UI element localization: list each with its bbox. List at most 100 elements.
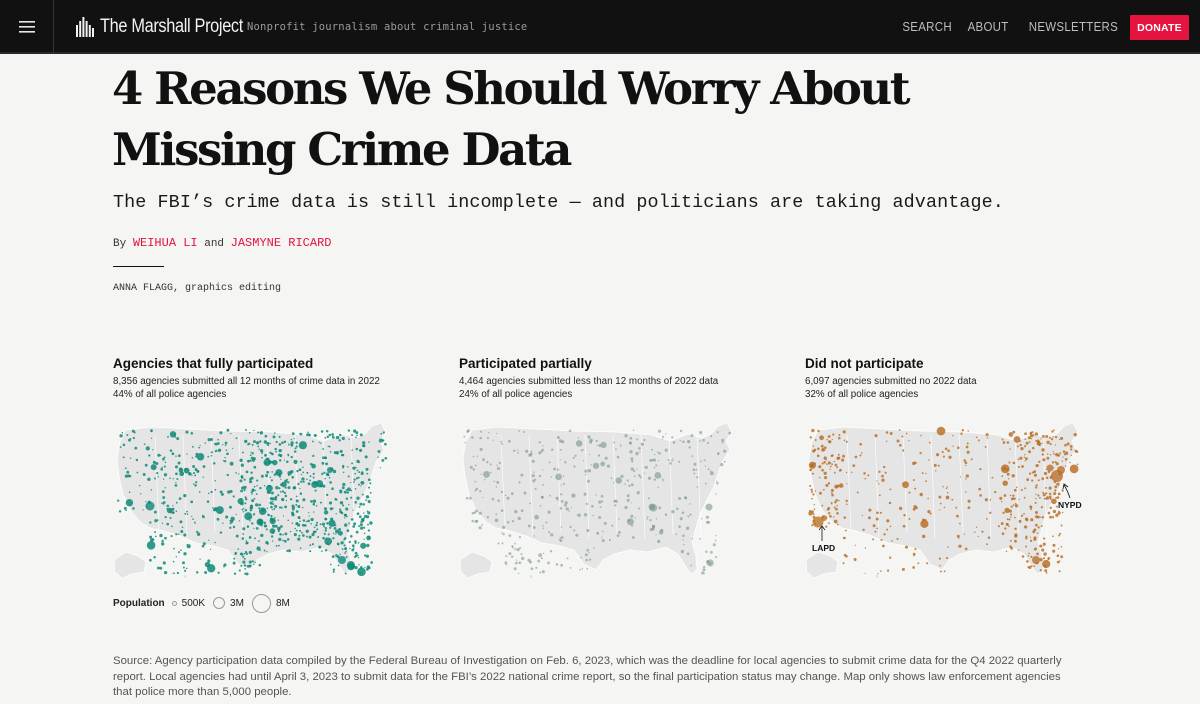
nav-link-search[interactable]: SEARCH (902, 20, 953, 34)
agency-dot (540, 495, 544, 499)
agency-dot (190, 432, 194, 435)
agency-dot (281, 481, 287, 488)
agency-dot (241, 451, 244, 454)
agency-dot (813, 508, 816, 510)
agency-dot (967, 430, 969, 432)
agency-dot (323, 510, 329, 515)
agency-dot (365, 554, 370, 558)
agency-dot (657, 539, 661, 544)
agency-dot (480, 473, 482, 475)
agency-dot (1051, 461, 1055, 464)
agency-dot (1073, 433, 1077, 437)
nypd-callout-arrow (1062, 483, 1069, 490)
site-logo[interactable]: The Marshall Project (76, 15, 266, 39)
agency-dot (251, 499, 255, 503)
agency-dot (597, 454, 601, 457)
agency-dot (194, 468, 198, 471)
agency-dot (196, 453, 205, 461)
agency-dot (253, 527, 255, 530)
agency-dot (1027, 554, 1030, 557)
agency-dot (832, 433, 835, 436)
nav-link-newsletters[interactable]: NEWSLETTERS (1028, 20, 1118, 34)
agency-dot (309, 544, 312, 547)
agency-dot (272, 503, 275, 506)
author-link-jasmyne-ricard[interactable]: JASMYNE RICARD (230, 236, 332, 250)
agency-dot (279, 532, 282, 536)
agency-dot (700, 460, 702, 463)
agency-dot (926, 562, 929, 565)
agency-dot (256, 479, 259, 482)
agency-dot (709, 470, 712, 472)
agency-dot (516, 547, 520, 552)
agency-dot (182, 566, 185, 569)
author-link-weihua-li[interactable]: WEIHUA LI (132, 236, 198, 250)
agency-dot (207, 492, 210, 495)
agency-dot (535, 566, 538, 569)
agency-dot (311, 463, 316, 469)
agency-dot (963, 459, 967, 462)
agency-dot (326, 435, 330, 439)
agency-dot (542, 527, 545, 530)
agency-dot (348, 540, 351, 544)
agency-dot (343, 544, 346, 547)
agency-dot (181, 526, 184, 529)
agency-dot (469, 496, 472, 500)
agency-dot (818, 476, 821, 479)
agency-dot (170, 535, 173, 538)
site-name[interactable]: The Marshall Project (100, 16, 243, 37)
agency-dot (1041, 453, 1044, 456)
agency-dot (345, 513, 347, 516)
agency-dot (183, 552, 187, 556)
agency-dot (162, 503, 165, 505)
agency-dot (1018, 498, 1020, 501)
agency-dot (256, 546, 261, 551)
agency-dot (898, 443, 902, 447)
agency-dot (263, 485, 266, 487)
agency-dot (1038, 496, 1041, 499)
agency-dot (184, 512, 187, 515)
agency-dot (1026, 560, 1029, 563)
agency-dot (256, 484, 258, 487)
agency-dot (514, 509, 518, 514)
agency-dot (193, 483, 195, 485)
agency-dot (501, 542, 504, 545)
agency-dot (852, 464, 856, 468)
agency-dot (342, 482, 346, 487)
agency-dot (811, 428, 815, 433)
agency-dot (1069, 444, 1073, 448)
agency-dot (898, 506, 903, 511)
agency-dot (817, 429, 820, 433)
agency-dot (297, 482, 300, 486)
agency-dot (1009, 448, 1011, 450)
agency-dot (299, 432, 301, 435)
agency-dot (946, 486, 948, 488)
donate-button[interactable]: DONATE (1130, 15, 1189, 40)
agency-dot (332, 469, 337, 474)
agency-dot (542, 484, 544, 486)
agency-dot (217, 449, 220, 452)
agency-dot (913, 505, 917, 509)
agency-dot (318, 441, 320, 443)
agency-dot (933, 463, 937, 467)
agency-dot (1056, 496, 1060, 499)
agency-dot (258, 503, 261, 507)
nav-link-about[interactable]: ABOUT (967, 20, 1009, 34)
hamburger-menu-button[interactable] (0, 0, 54, 54)
agency-dot (878, 483, 880, 485)
agency-dot (845, 471, 848, 474)
agency-dot (253, 563, 255, 565)
agency-dot (486, 461, 489, 463)
agency-dot (715, 556, 718, 559)
agency-dot (225, 449, 228, 451)
agency-dot (891, 540, 893, 542)
agency-dot (1007, 477, 1010, 480)
agency-dot (267, 513, 270, 517)
agency-dot (1056, 482, 1060, 486)
agency-dot (1006, 523, 1009, 526)
agency-dot (219, 490, 223, 494)
agency-dot (1075, 450, 1079, 453)
agency-dot (119, 434, 123, 438)
agency-dot (264, 462, 267, 465)
agency-dot (283, 440, 286, 443)
agency-dot (946, 491, 949, 494)
